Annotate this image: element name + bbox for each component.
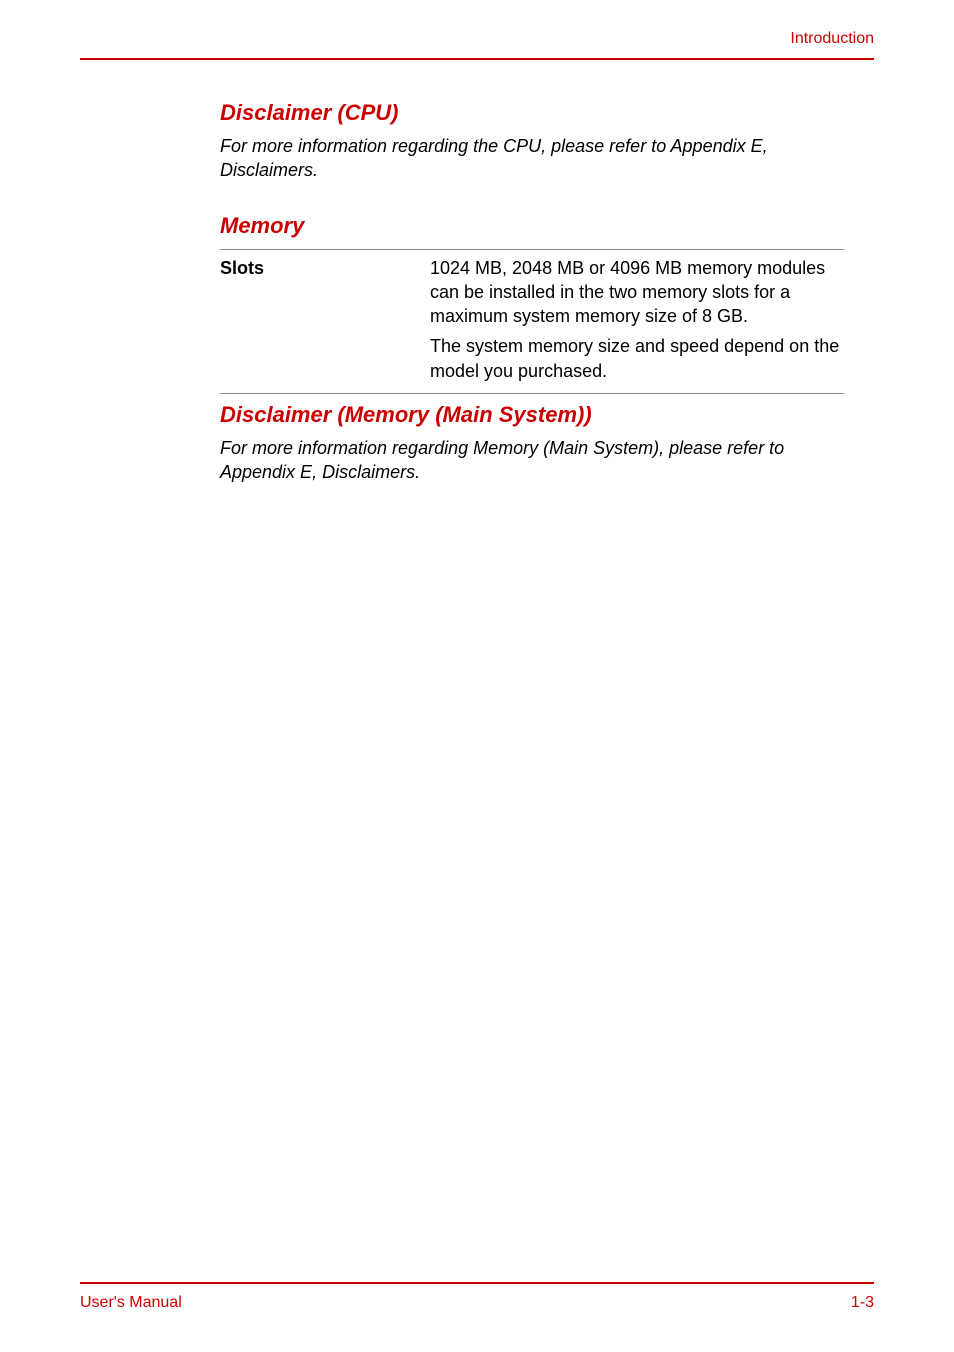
- memory-spec-table: Slots 1024 MB, 2048 MB or 4096 MB memory…: [220, 250, 844, 389]
- disclaimer-memory-block: Disclaimer (Memory (Main System)) For mo…: [220, 402, 844, 485]
- page-footer: User's Manual 1-3: [80, 1282, 874, 1312]
- disclaimer-cpu-block: Disclaimer (CPU) For more information re…: [220, 100, 844, 183]
- disclaimer-cpu-title: Disclaimer (CPU): [220, 100, 844, 126]
- footer-left: User's Manual: [80, 1294, 182, 1312]
- spec-value-para-2: The system memory size and speed depend …: [430, 334, 844, 383]
- disclaimer-memory-body: For more information regarding Memory (M…: [220, 436, 844, 485]
- memory-title: Memory: [220, 213, 844, 239]
- spec-value-slots: 1024 MB, 2048 MB or 4096 MB memory modul…: [430, 250, 844, 389]
- content-area: Disclaimer (CPU) For more information re…: [80, 100, 874, 485]
- spec-label-slots: Slots: [220, 250, 430, 389]
- memory-bottom-rule: [220, 393, 844, 394]
- table-row: Slots 1024 MB, 2048 MB or 4096 MB memory…: [220, 250, 844, 389]
- footer-right: 1-3: [851, 1294, 874, 1312]
- header-section-name: Introduction: [790, 30, 874, 47]
- disclaimer-cpu-body: For more information regarding the CPU, …: [220, 134, 844, 183]
- page: Introduction Disclaimer (CPU) For more i…: [0, 0, 954, 1352]
- spec-value-para-1: 1024 MB, 2048 MB or 4096 MB memory modul…: [430, 256, 844, 329]
- page-header: Introduction: [80, 30, 874, 60]
- disclaimer-memory-title: Disclaimer (Memory (Main System)): [220, 402, 844, 428]
